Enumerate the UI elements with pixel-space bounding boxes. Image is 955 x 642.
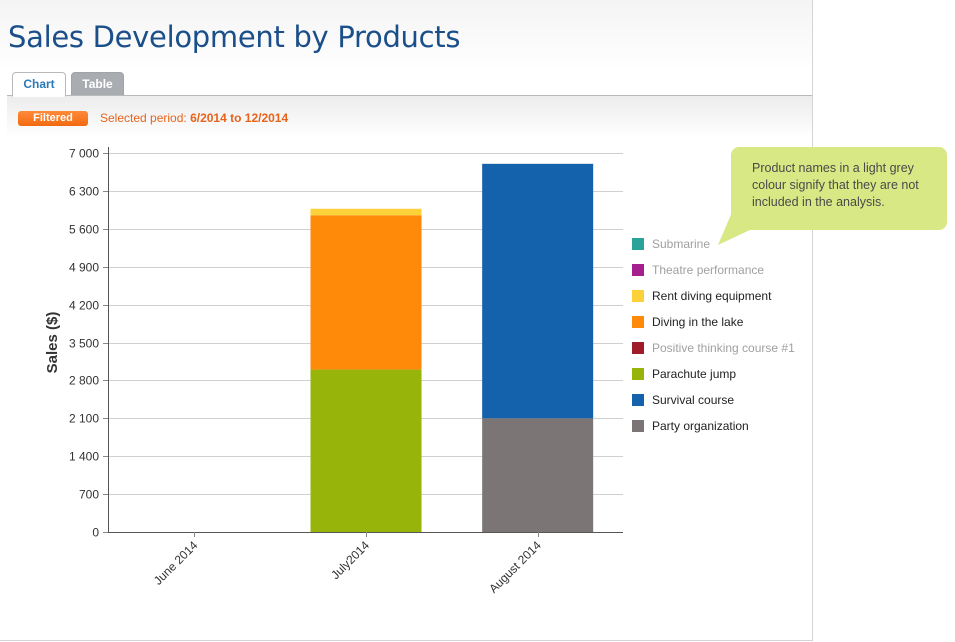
page-title: Sales Development by Products <box>8 20 461 54</box>
tab-divider <box>7 95 812 96</box>
bar-segment <box>482 163 594 419</box>
legend-swatch <box>632 420 644 432</box>
tab-chart[interactable]: Chart <box>12 72 66 97</box>
legend-label: Theatre performance <box>652 263 765 277</box>
period-value: 6/2014 to 12/2014 <box>190 111 289 125</box>
legend-swatch <box>632 394 644 406</box>
y-tick-label: 0 <box>92 526 99 540</box>
y-tick-label: 5 600 <box>69 223 99 237</box>
y-tick-label: 4 900 <box>69 261 99 275</box>
y-tick-label: 2 800 <box>69 374 99 388</box>
bar-segment <box>310 215 422 370</box>
legend-swatch <box>632 264 644 276</box>
legend-label: Rent diving equipment <box>652 289 772 303</box>
legend-label: Submarine <box>652 237 711 251</box>
bar-segment <box>310 369 422 532</box>
legend-label: Survival course <box>652 393 735 407</box>
y-tick-label: 4 200 <box>69 299 99 313</box>
y-tick-label: 2 100 <box>69 412 99 426</box>
period-label: Selected period: <box>100 111 187 125</box>
legend-swatch <box>632 368 644 380</box>
x-tick-label: June 2014 <box>151 538 201 588</box>
legend-label: Parachute jump <box>652 367 737 381</box>
x-tick-label: July2014 <box>328 538 372 582</box>
legend-swatch <box>632 316 644 328</box>
y-tick-label: 6 300 <box>69 185 99 199</box>
info-callout <box>731 147 947 230</box>
legend-label: Party organization <box>652 419 749 433</box>
callout-text: Product names in a light grey colour sig… <box>752 161 919 209</box>
legend-swatch <box>632 290 644 302</box>
legend-swatch <box>632 342 644 354</box>
selected-period: Selected period: 6/2014 to 12/2014 <box>100 111 288 125</box>
x-tick-label: August 2014 <box>486 538 544 596</box>
bar-segment <box>310 208 422 216</box>
y-tick-label: 7 000 <box>69 147 99 161</box>
legend-swatch <box>632 238 644 250</box>
filtered-badge[interactable]: Filtered <box>18 111 88 126</box>
y-tick-label: 1 400 <box>69 450 99 464</box>
y-axis-title: Sales ($) <box>44 312 61 374</box>
bar-segment <box>482 418 594 532</box>
y-tick-label: 700 <box>79 488 99 502</box>
legend-label: Diving in the lake <box>652 315 744 329</box>
filter-bar <box>7 96 812 138</box>
y-tick-label: 3 500 <box>69 337 99 351</box>
legend-label: Positive thinking course #1 <box>652 341 795 355</box>
